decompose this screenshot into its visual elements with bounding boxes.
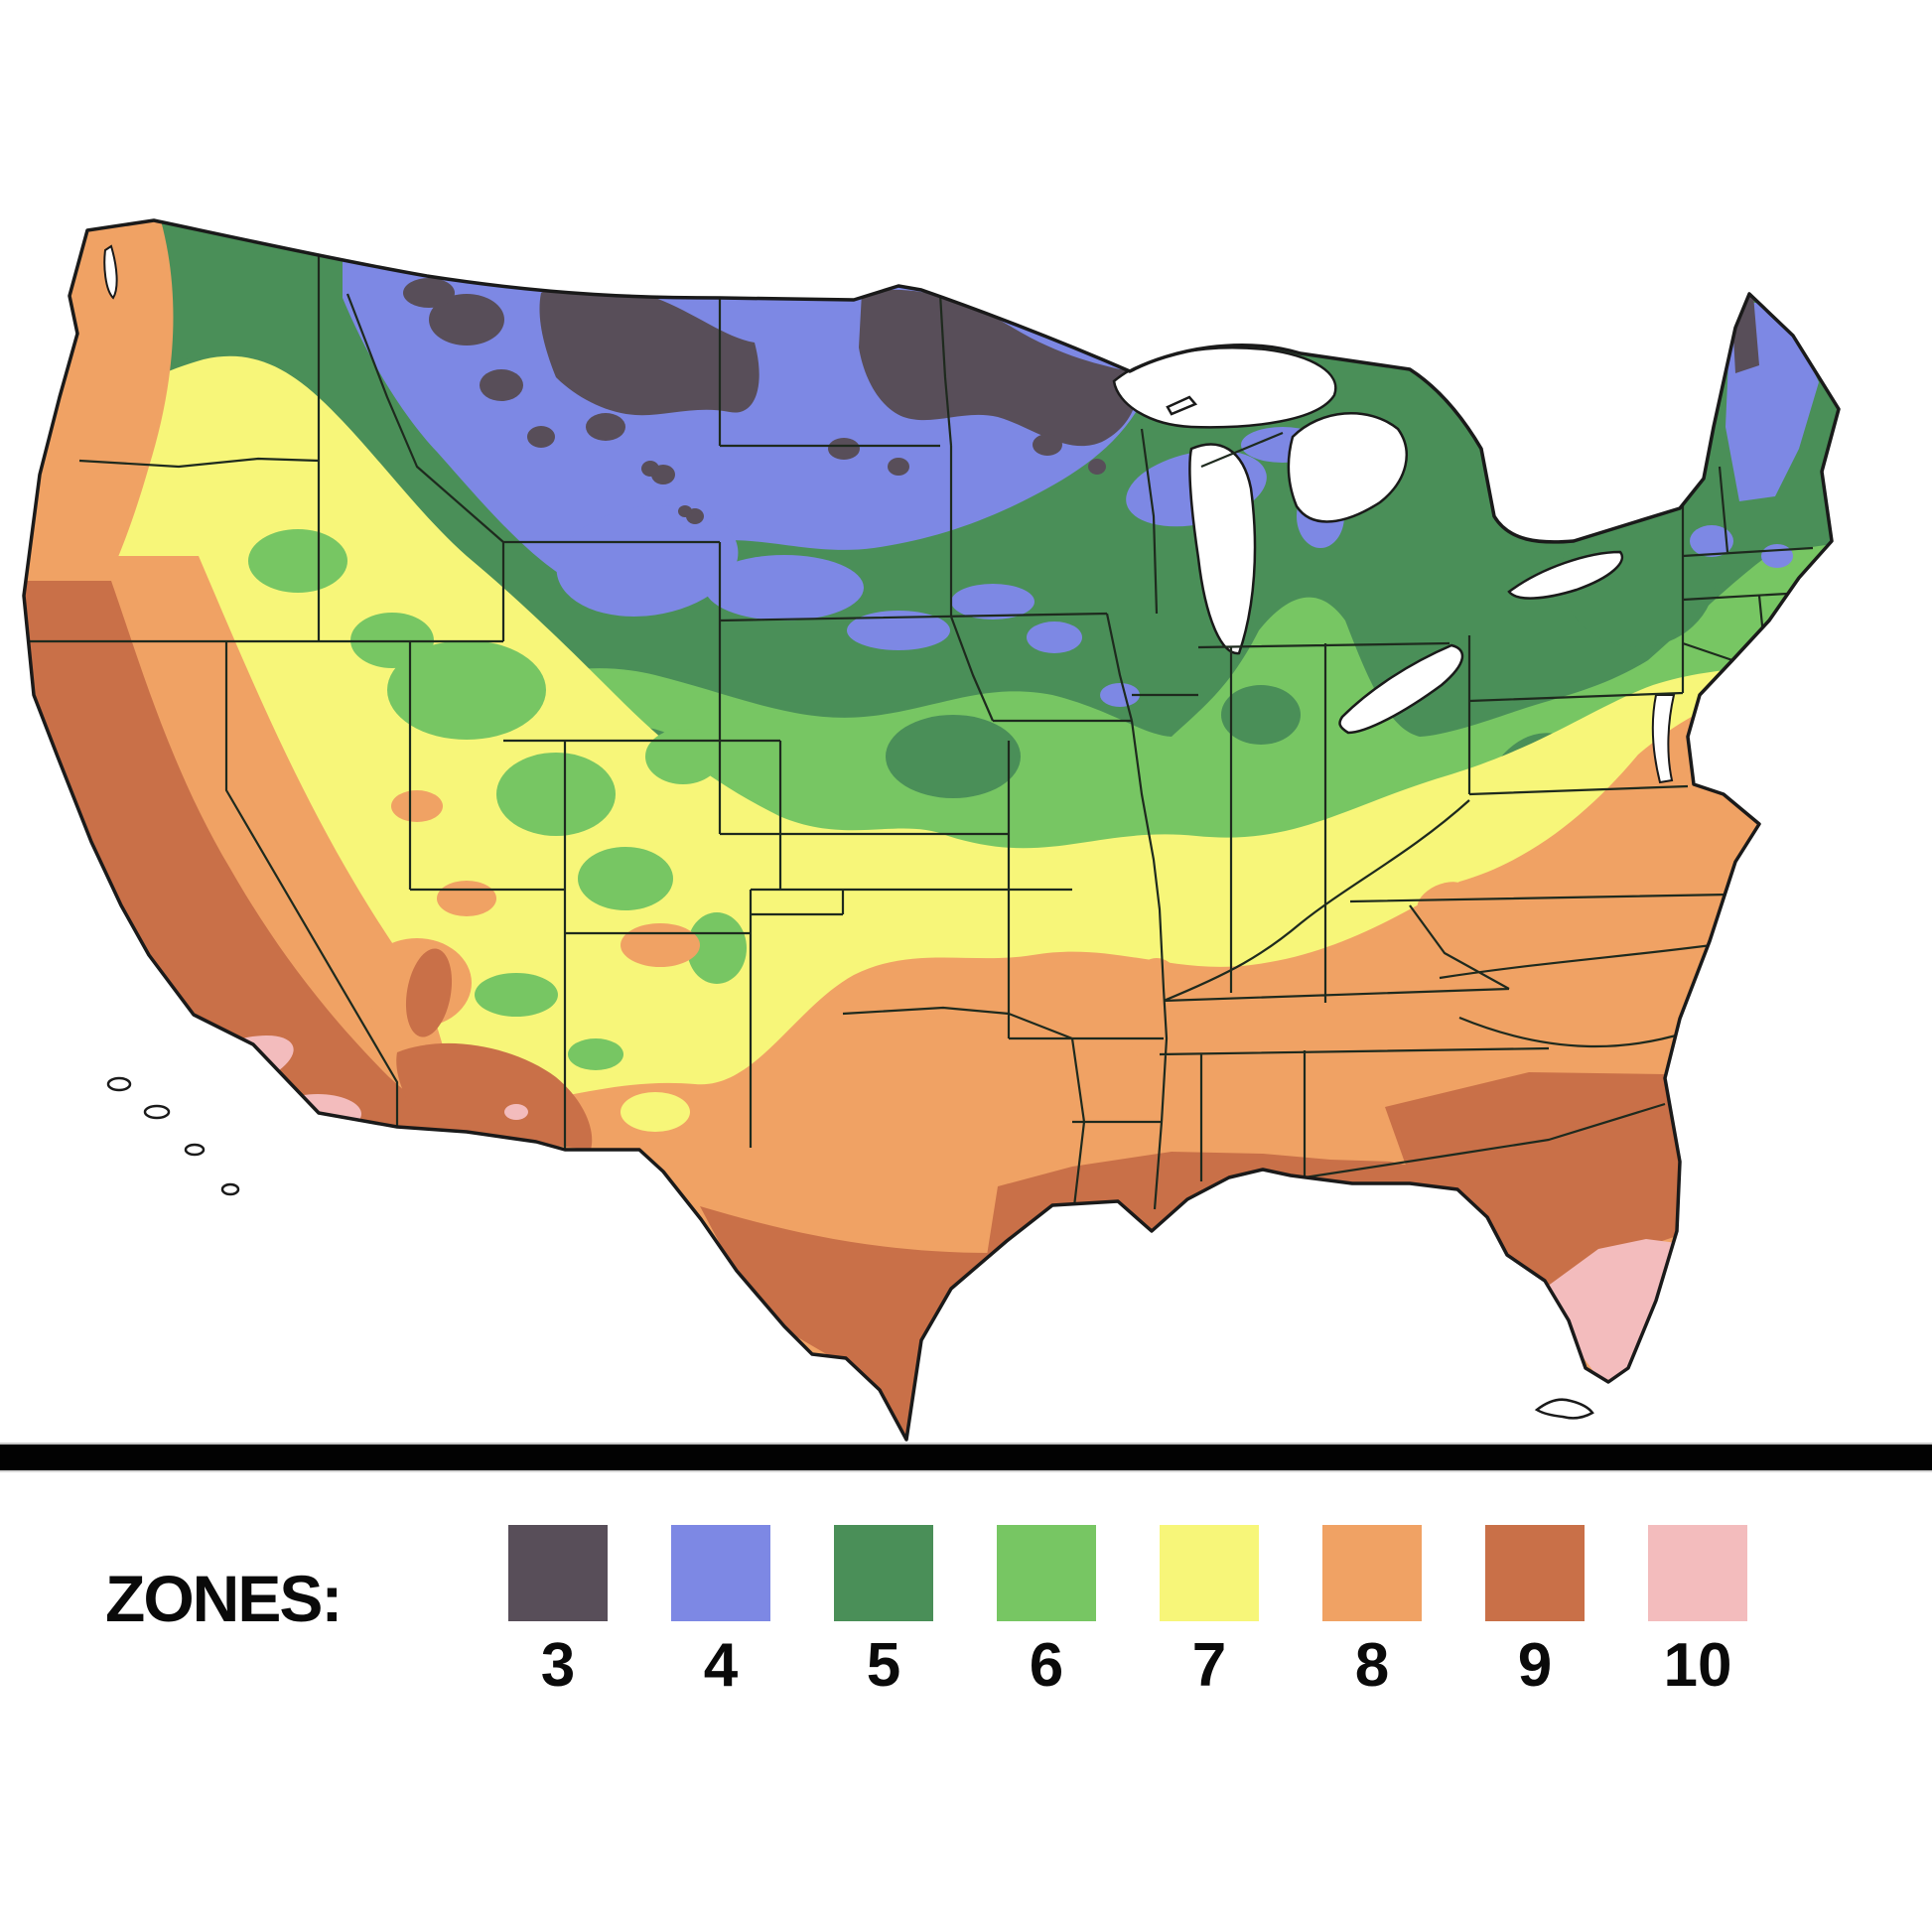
zones-legend: ZONES: 3 4 5 6 7 8 9 10: [0, 1525, 1932, 1743]
zone-number-label: 6: [1029, 1631, 1064, 1700]
us-hardiness-map: [22, 218, 1841, 1442]
legend-zone-item: 5: [834, 1525, 933, 1697]
zone-6-west-pockets: [248, 529, 747, 1070]
legend-zone-item: 8: [1322, 1525, 1422, 1697]
zone-number-label: 3: [540, 1631, 576, 1700]
us-outline: [22, 218, 1841, 1442]
chesapeake-bay: [1651, 694, 1676, 784]
zone-color-swatch: [834, 1525, 933, 1621]
zone-color-swatch: [1160, 1525, 1259, 1621]
zone-color-swatch: [997, 1525, 1096, 1621]
channel-island-4: [220, 1182, 240, 1196]
zone-number-label: 10: [1663, 1631, 1732, 1700]
legend-zone-item: 10: [1648, 1525, 1747, 1697]
zone-color-swatch: [1648, 1525, 1747, 1621]
lake-huron: [1287, 412, 1408, 523]
legend-zone-item: 6: [997, 1525, 1096, 1697]
zone-number-label: 9: [1517, 1631, 1553, 1700]
legend-zone-item: 4: [671, 1525, 770, 1697]
zone-color-swatch: [508, 1525, 608, 1621]
puget-sound: [103, 244, 118, 300]
florida-keys: [1534, 1398, 1594, 1420]
zones-row: 3 4 5 6 7 8 9 10: [508, 1525, 1811, 1697]
islands: [106, 395, 1594, 1420]
great-lakes: [103, 244, 1676, 784]
zone-color-swatch: [1322, 1525, 1422, 1621]
zone-3-layer: [403, 278, 1759, 524]
zone-number-label: 4: [703, 1631, 739, 1700]
lake-ontario: [1507, 550, 1623, 600]
legend-zone-item: 9: [1485, 1525, 1585, 1697]
isle-royale: [1166, 395, 1198, 416]
lake-erie: [1338, 643, 1464, 735]
lake-superior: [1112, 346, 1337, 429]
state-borders: [24, 246, 1814, 1210]
zone-color-swatch: [671, 1525, 770, 1621]
zone-number-label: 8: [1354, 1631, 1390, 1700]
zone-number-label: 7: [1191, 1631, 1227, 1700]
lake-michigan: [1188, 443, 1257, 655]
legend-label: ZONES:: [105, 1562, 343, 1635]
zone-number-label: 5: [866, 1631, 901, 1700]
channel-island-2: [143, 1104, 171, 1120]
zone-color-swatch: [1485, 1525, 1585, 1621]
legend-zone-item: 7: [1160, 1525, 1259, 1697]
channel-island-3: [184, 1143, 206, 1157]
channel-island-1: [106, 1076, 132, 1092]
divider-bar: [0, 1443, 1932, 1472]
legend-zone-item: 3: [508, 1525, 608, 1697]
